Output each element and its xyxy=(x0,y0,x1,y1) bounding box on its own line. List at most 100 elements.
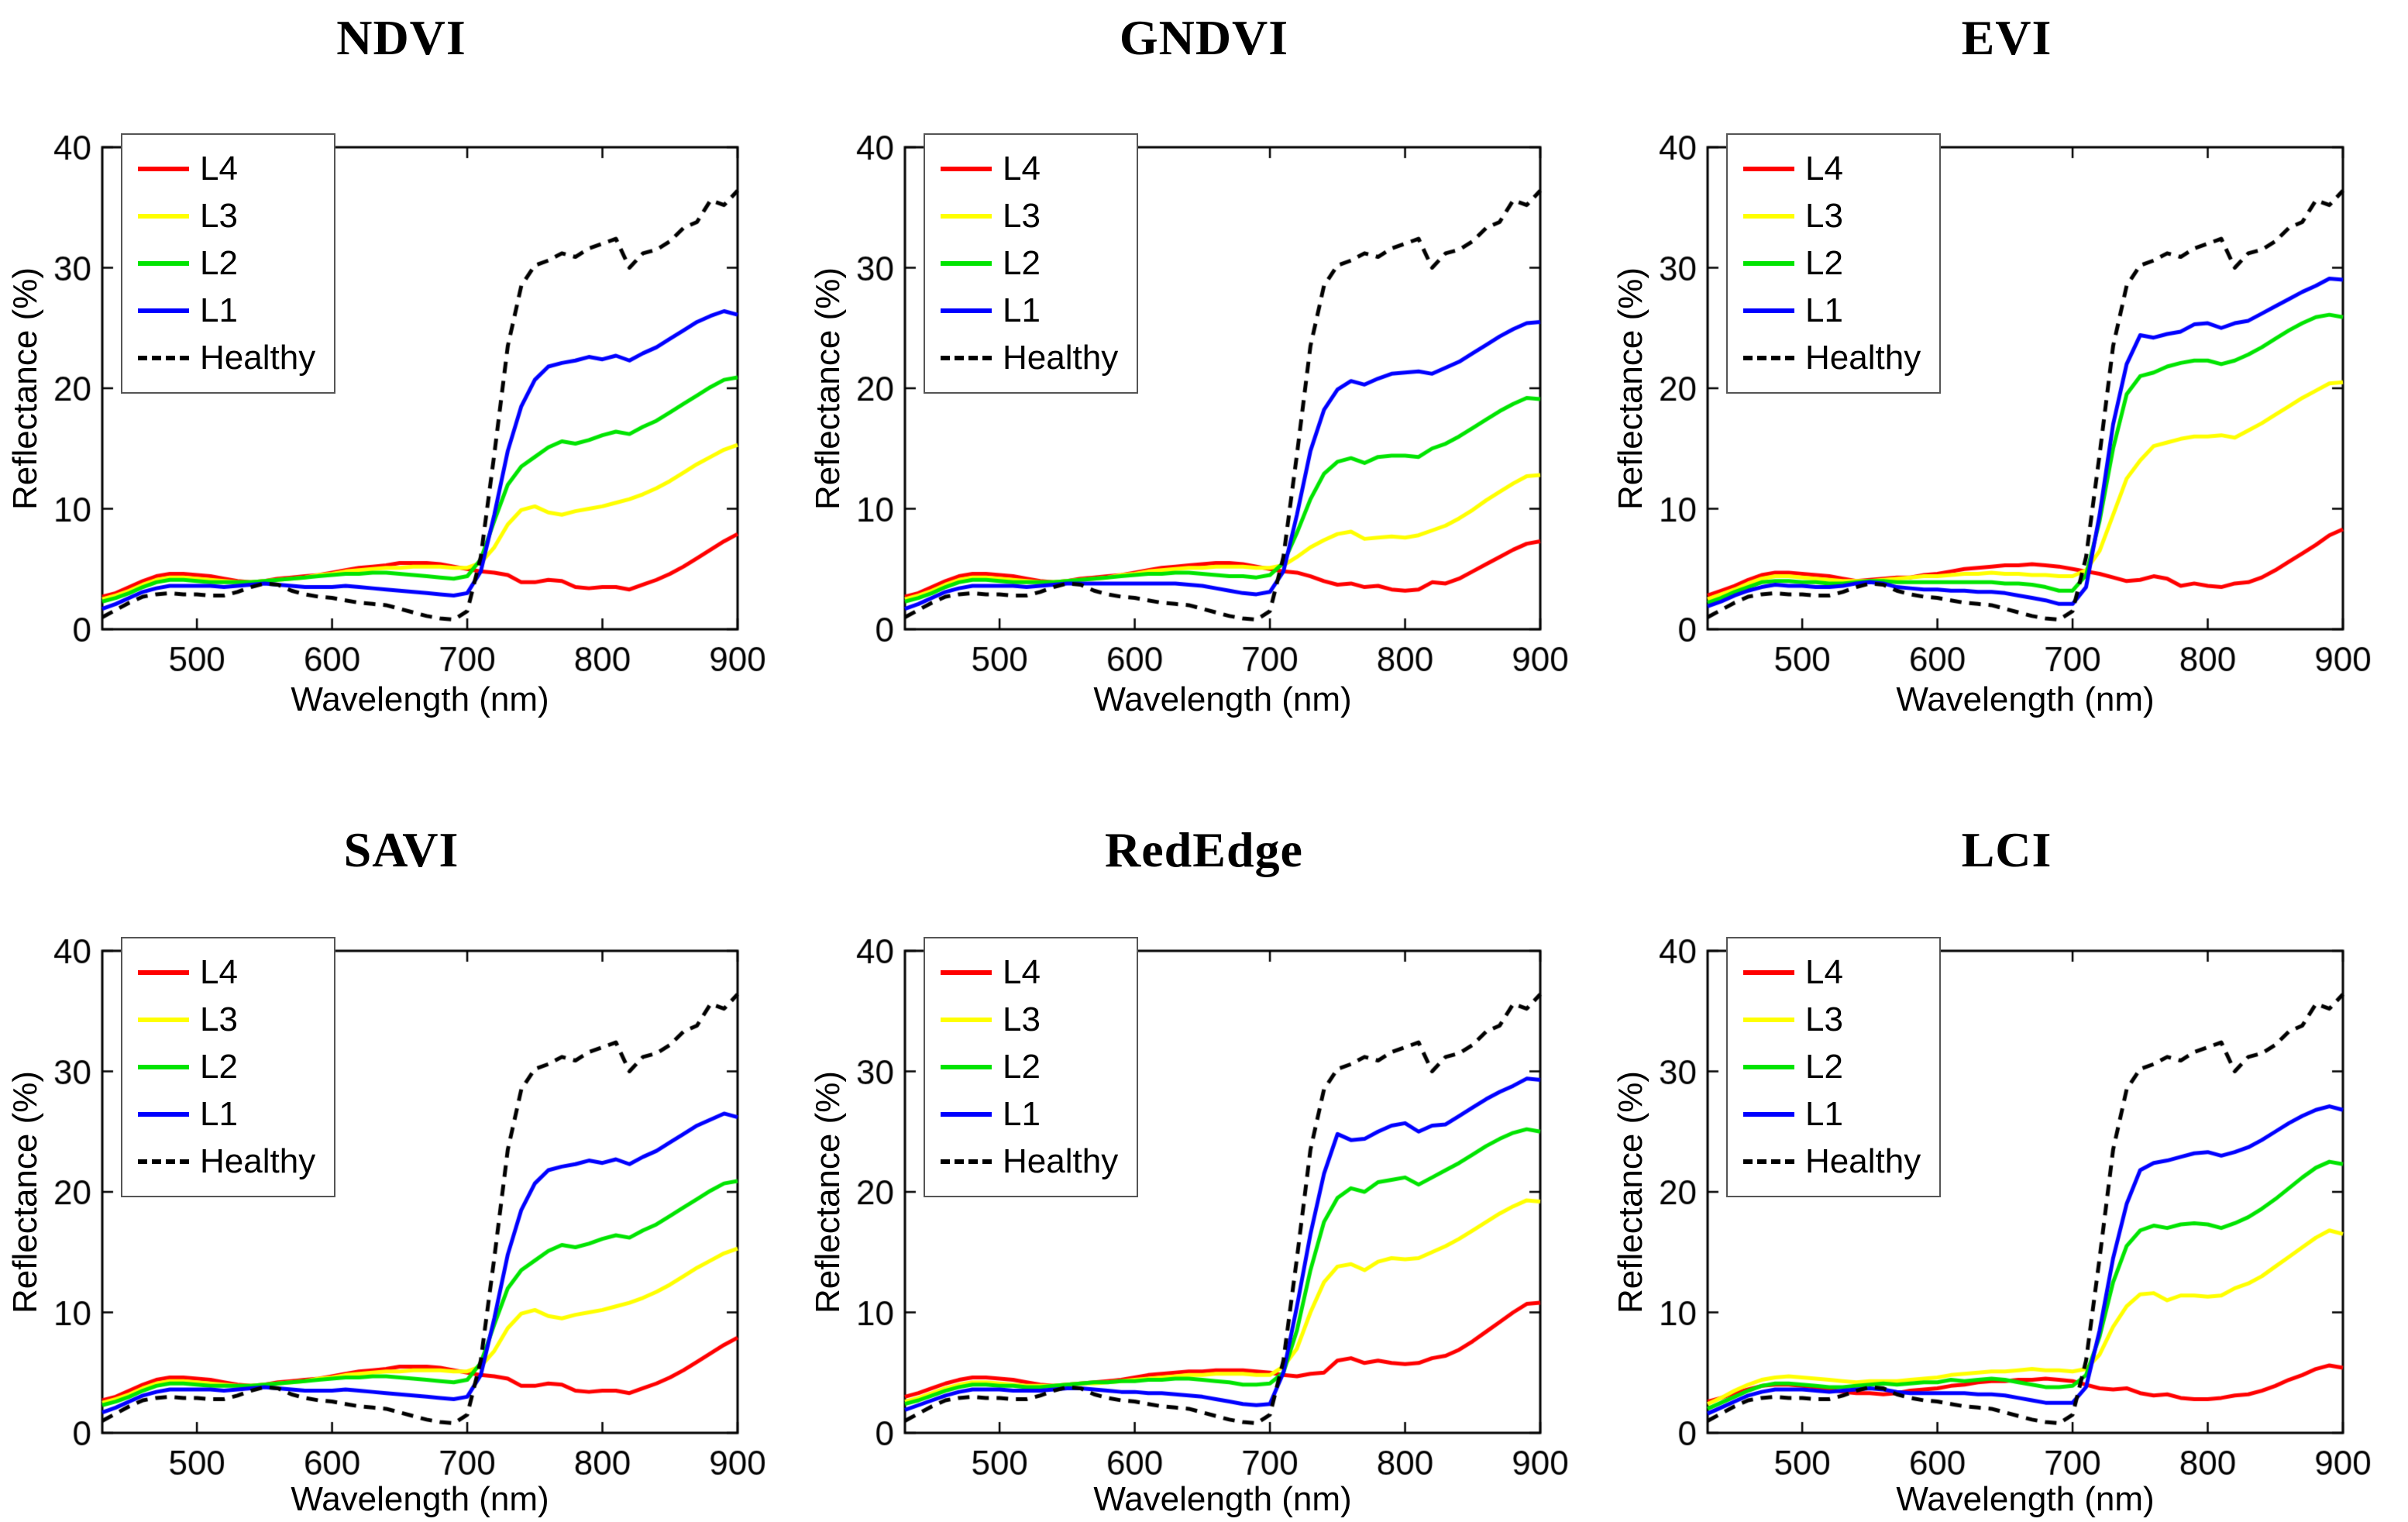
chart-title: RedEdge xyxy=(1105,822,1303,877)
legend-entry-l3: L3 xyxy=(138,1000,315,1040)
legend-entry-l4: L4 xyxy=(138,952,315,993)
legend-label: L1 xyxy=(200,291,238,329)
plot-area: L4 L3 L2 L1 Healthy xyxy=(855,101,1591,690)
legend-line-l1 xyxy=(941,1112,992,1117)
legend-label: Healthy xyxy=(1003,1142,1119,1180)
legend-label: L1 xyxy=(200,1095,238,1133)
legend-label: L3 xyxy=(1003,1000,1041,1038)
legend-line-l2 xyxy=(138,261,189,266)
legend-entry-l3: L3 xyxy=(138,196,315,236)
legend-entry-healthy: Healthy xyxy=(138,338,315,378)
legend-label: L1 xyxy=(1003,291,1041,329)
x-axis-label: Wavelength (nm) xyxy=(1896,680,2155,718)
chart-title: EVI xyxy=(1961,10,2052,65)
legend-line-l2 xyxy=(941,261,992,266)
chart-savi: SAVI Reflectance (%) L4 L3 L2 L1 Healthy Wav… xyxy=(0,761,803,1522)
legend-label: L2 xyxy=(1003,1048,1041,1086)
legend-entry-l4: L4 xyxy=(1743,952,1921,993)
legend-entry-l4: L4 xyxy=(941,952,1118,993)
legend: L4 L3 L2 L1 Healthy xyxy=(121,133,336,394)
legend-entry-l1: L1 xyxy=(138,291,315,331)
legend-label: L4 xyxy=(1805,150,1843,188)
legend-line-l4 xyxy=(138,970,189,975)
legend-line-healthy xyxy=(1743,356,1794,360)
legend-label: L1 xyxy=(1805,1095,1843,1133)
y-axis-label: Reflectance (%) xyxy=(1612,267,1649,510)
legend-line-l1 xyxy=(138,1112,189,1117)
legend: L4 L3 L2 L1 Healthy xyxy=(924,937,1139,1197)
legend-line-l1 xyxy=(941,308,992,313)
legend-line-healthy xyxy=(138,356,189,360)
x-axis-label: Wavelength (nm) xyxy=(291,1480,549,1518)
chart-gndvi: GNDVI Reflectance (%) L4 L3 L2 L1 Healthy Wa… xyxy=(803,0,1605,761)
x-axis-label: Wavelength (nm) xyxy=(291,680,549,718)
y-axis-label: Reflectance (%) xyxy=(809,267,847,510)
legend-entry-l2: L2 xyxy=(941,1047,1118,1087)
chart-title: NDVI xyxy=(336,10,466,65)
legend-label: L4 xyxy=(1805,953,1843,991)
chart-title: SAVI xyxy=(343,822,459,877)
legend-entry-l1: L1 xyxy=(941,291,1118,331)
legend-label: Healthy xyxy=(1805,1142,1921,1180)
y-axis-label: Reflectance (%) xyxy=(6,1070,44,1314)
x-axis-label: Wavelength (nm) xyxy=(1093,1480,1352,1518)
x-axis-label: Wavelength (nm) xyxy=(1093,680,1352,718)
legend-line-l3 xyxy=(941,1018,992,1022)
legend-entry-l1: L1 xyxy=(1743,1094,1921,1135)
plot-area: L4 L3 L2 L1 Healthy xyxy=(53,101,789,690)
legend: L4 L3 L2 L1 Healthy xyxy=(924,133,1139,394)
legend-label: L1 xyxy=(1805,291,1843,329)
legend-label: L3 xyxy=(200,1000,238,1038)
legend-line-healthy xyxy=(941,356,992,360)
legend-entry-l2: L2 xyxy=(1743,1047,1921,1087)
legend-entry-l1: L1 xyxy=(941,1094,1118,1135)
legend-entry-l3: L3 xyxy=(941,196,1118,236)
legend: L4 L3 L2 L1 Healthy xyxy=(1726,937,1942,1197)
legend-entry-l3: L3 xyxy=(1743,196,1921,236)
legend-line-l4 xyxy=(138,167,189,171)
legend-label: L2 xyxy=(200,1048,238,1086)
legend-entry-l1: L1 xyxy=(1743,291,1921,331)
legend-entry-l2: L2 xyxy=(941,243,1118,284)
legend-label: L3 xyxy=(1805,197,1843,235)
plot-area: L4 L3 L2 L1 Healthy xyxy=(855,904,1591,1493)
legend-line-healthy xyxy=(941,1159,992,1164)
legend-entry-l3: L3 xyxy=(941,1000,1118,1040)
legend-line-l4 xyxy=(1743,970,1794,975)
legend-label: L1 xyxy=(1003,1095,1041,1133)
legend-entry-l2: L2 xyxy=(138,1047,315,1087)
legend-label: L2 xyxy=(200,244,238,282)
legend-label: L4 xyxy=(200,150,238,188)
chart-title: GNDVI xyxy=(1119,10,1289,65)
chart-ndvi: NDVI Reflectance (%) L4 L3 L2 L1 Healthy Wav… xyxy=(0,0,803,761)
legend-label: L4 xyxy=(1003,150,1041,188)
legend-entry-l2: L2 xyxy=(1743,243,1921,284)
legend: L4 L3 L2 L1 Healthy xyxy=(121,937,336,1197)
legend-entry-healthy: Healthy xyxy=(1743,338,1921,378)
legend-line-l1 xyxy=(1743,1112,1794,1117)
plot-area: L4 L3 L2 L1 Healthy xyxy=(1658,101,2394,690)
legend: L4 L3 L2 L1 Healthy xyxy=(1726,133,1942,394)
legend-line-l4 xyxy=(941,970,992,975)
legend-line-l3 xyxy=(138,214,189,219)
legend-label: L3 xyxy=(1003,197,1041,235)
legend-label: L4 xyxy=(200,953,238,991)
legend-entry-l2: L2 xyxy=(138,243,315,284)
legend-label: L3 xyxy=(200,197,238,235)
legend-entry-healthy: Healthy xyxy=(1743,1142,1921,1182)
legend-line-l1 xyxy=(1743,308,1794,313)
legend-line-l3 xyxy=(1743,1018,1794,1022)
legend-label: L2 xyxy=(1805,244,1843,282)
chart-lci: LCI Reflectance (%) L4 L3 L2 L1 Healthy Wave… xyxy=(1605,761,2408,1522)
legend-entry-l4: L4 xyxy=(1743,149,1921,189)
legend-entry-healthy: Healthy xyxy=(941,1142,1118,1182)
legend-line-healthy xyxy=(138,1159,189,1164)
legend-label: L4 xyxy=(1003,953,1041,991)
legend-line-l2 xyxy=(941,1065,992,1069)
legend-line-l2 xyxy=(1743,1065,1794,1069)
legend-line-healthy xyxy=(1743,1159,1794,1164)
plot-area: L4 L3 L2 L1 Healthy xyxy=(1658,904,2394,1493)
legend-label: Healthy xyxy=(1003,339,1119,377)
legend-line-l3 xyxy=(941,214,992,219)
